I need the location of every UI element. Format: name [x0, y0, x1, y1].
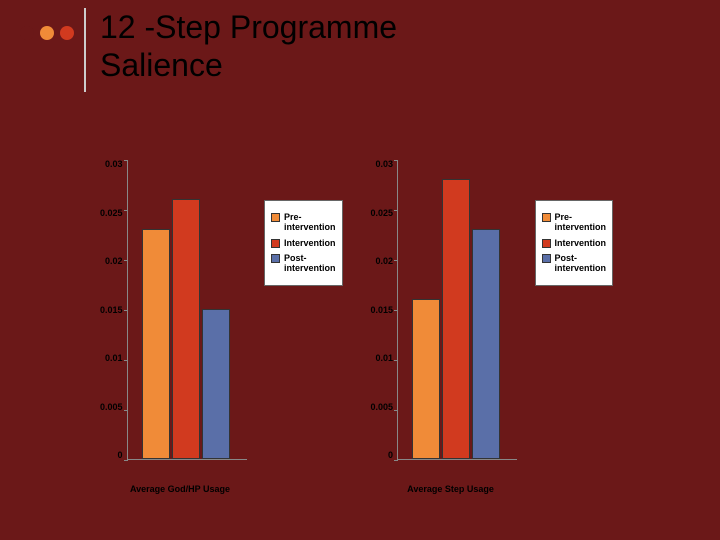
bar-0 [142, 229, 170, 459]
bars-group [142, 199, 230, 459]
y-tick-label: 0.01 [376, 354, 394, 363]
plot-area [397, 160, 517, 460]
bar-2 [202, 309, 230, 459]
y-tick-label: 0.005 [100, 403, 123, 412]
legend-label: Intervention [555, 238, 607, 248]
y-tick-label: 0.015 [371, 306, 394, 315]
slide-title: 12 -Step Programme Salience [100, 8, 397, 85]
legend-item-2: Post- intervention [271, 253, 336, 274]
y-tick-label: 0 [388, 451, 393, 460]
x-axis-label: Average Step Usage [371, 484, 531, 494]
slide-header: 12 -Step Programme Salience [20, 8, 397, 92]
chart-block-0: 0.03 0.025 0.02 0.015 0.01 0.005 0 Average God/… [100, 160, 343, 494]
y-tick-label: 0.025 [100, 209, 123, 218]
legend-label: Post- intervention [284, 253, 336, 274]
chart-1: 0.03 0.025 0.02 0.015 0.01 0.005 0 Average Step… [371, 160, 531, 494]
dot-2 [40, 26, 54, 40]
dot-1 [20, 26, 34, 40]
legend-label: Post- intervention [555, 253, 607, 274]
y-tick-label: 0.01 [105, 354, 123, 363]
bar-0 [412, 299, 440, 459]
bar-1 [442, 179, 470, 459]
x-axis-label: Average God/HP Usage [100, 484, 260, 494]
y-tick-label: 0.025 [371, 209, 394, 218]
dot-3 [60, 26, 74, 40]
bar-1 [172, 199, 200, 459]
charts-container: 0.03 0.025 0.02 0.015 0.01 0.005 0 Average God/… [100, 160, 700, 494]
legend-item-1: Intervention [542, 238, 607, 248]
legend-item-1: Intervention [271, 238, 336, 248]
legend-swatch [271, 213, 280, 222]
y-tick-label: 0.005 [371, 403, 394, 412]
y-tick-label: 0.015 [100, 306, 123, 315]
legend-swatch [542, 254, 551, 263]
bar-2 [472, 229, 500, 459]
y-tick-label: 0.02 [105, 257, 123, 266]
legend: Pre- intervention Intervention Post- inter… [535, 200, 614, 286]
legend-label: Pre- intervention [284, 212, 336, 233]
legend: Pre- intervention Intervention Post- inter… [264, 200, 343, 286]
y-tick-label: 0.03 [376, 160, 394, 169]
plot-area [127, 160, 247, 460]
y-tick-label: 0 [118, 451, 123, 460]
legend-swatch [271, 254, 280, 263]
legend-swatch [271, 239, 280, 248]
accent-dots [20, 26, 74, 40]
legend-item-0: Pre- intervention [271, 212, 336, 233]
legend-swatch [542, 239, 551, 248]
legend-label: Intervention [284, 238, 336, 248]
vertical-divider [84, 8, 86, 92]
legend-label: Pre- intervention [555, 212, 607, 233]
legend-swatch [542, 213, 551, 222]
bars-group [412, 179, 500, 459]
legend-item-2: Post- intervention [542, 253, 607, 274]
legend-item-0: Pre- intervention [542, 212, 607, 233]
y-tick-label: 0.03 [105, 160, 123, 169]
chart-0: 0.03 0.025 0.02 0.015 0.01 0.005 0 Average God/… [100, 160, 260, 494]
chart-block-1: 0.03 0.025 0.02 0.015 0.01 0.005 0 Average Step… [371, 160, 614, 494]
y-tick-label: 0.02 [376, 257, 394, 266]
